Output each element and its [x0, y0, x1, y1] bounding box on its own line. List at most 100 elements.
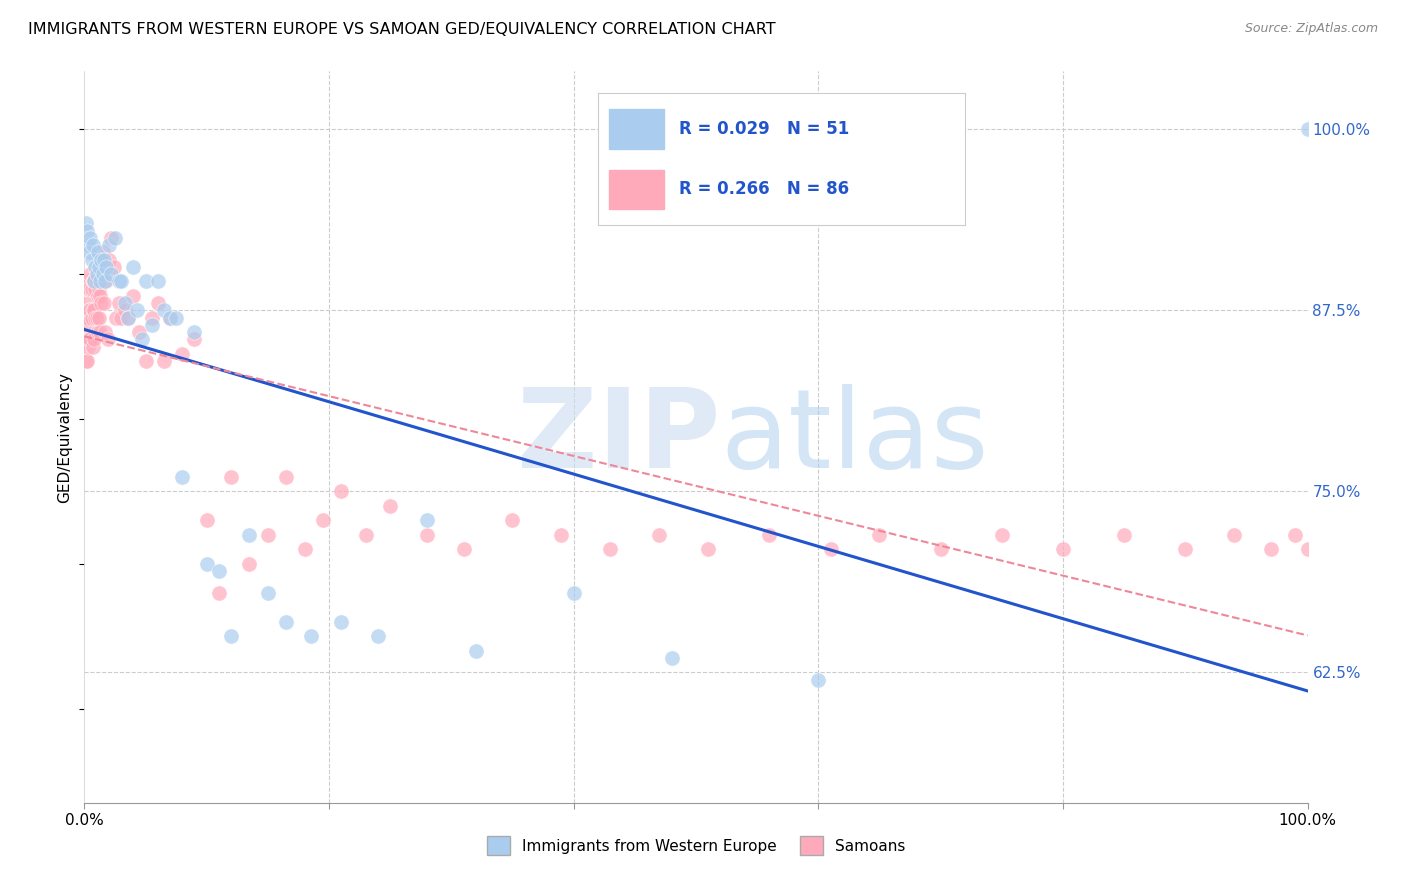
- Point: [122, 260, 145, 274]
- Point: [75, 310, 97, 325]
- Point: [195, 513, 218, 527]
- Point: [94, 325, 117, 339]
- Point: [125, 303, 148, 318]
- Point: [82, 303, 104, 318]
- Point: [183, 332, 205, 346]
- Point: [1296, 122, 1319, 136]
- Point: [807, 673, 830, 687]
- Point: [107, 296, 129, 310]
- Point: [103, 260, 125, 274]
- Point: [79, 332, 101, 346]
- Point: [991, 528, 1014, 542]
- Point: [416, 513, 439, 527]
- Text: IMMIGRANTS FROM WESTERN EUROPE VS SAMOAN GED/EQUIVALENCY CORRELATION CHART: IMMIGRANTS FROM WESTERN EUROPE VS SAMOAN…: [28, 22, 776, 37]
- Point: [330, 484, 353, 499]
- Point: [77, 274, 100, 288]
- Point: [208, 564, 231, 578]
- Point: [238, 557, 260, 571]
- Point: [90, 296, 112, 310]
- Point: [1114, 528, 1136, 542]
- Point: [146, 296, 169, 310]
- Point: [1052, 542, 1074, 557]
- Point: [79, 231, 101, 245]
- Point: [165, 310, 187, 325]
- Point: [76, 318, 98, 332]
- Point: [90, 252, 112, 267]
- Point: [122, 289, 145, 303]
- Point: [110, 274, 132, 288]
- Point: [219, 470, 242, 484]
- Point: [100, 231, 122, 245]
- Point: [257, 528, 280, 542]
- Point: [89, 274, 111, 288]
- Point: [648, 528, 671, 542]
- Point: [77, 238, 100, 252]
- Point: [502, 513, 524, 527]
- Point: [820, 542, 842, 557]
- Point: [89, 325, 111, 339]
- Point: [97, 238, 120, 252]
- Point: [146, 274, 169, 288]
- Point: [86, 310, 108, 325]
- Point: [128, 325, 150, 339]
- Point: [159, 310, 181, 325]
- Point: [299, 629, 322, 643]
- Point: [1174, 542, 1197, 557]
- Point: [77, 282, 100, 296]
- Point: [330, 615, 353, 629]
- Point: [153, 354, 176, 368]
- Point: [172, 470, 194, 484]
- Point: [79, 303, 101, 318]
- Point: [96, 260, 118, 274]
- Point: [110, 310, 132, 325]
- Point: [87, 282, 110, 296]
- Point: [929, 542, 952, 557]
- Point: [87, 310, 110, 325]
- Point: [75, 332, 97, 346]
- Point: [86, 274, 108, 288]
- Point: [84, 260, 107, 274]
- Point: [416, 528, 439, 542]
- Point: [135, 354, 157, 368]
- Point: [550, 528, 572, 542]
- Point: [82, 340, 104, 354]
- Point: [354, 528, 377, 542]
- Point: [380, 499, 402, 513]
- Point: [238, 528, 260, 542]
- Point: [107, 274, 129, 288]
- Point: [76, 354, 98, 368]
- Text: ZIP: ZIP: [517, 384, 720, 491]
- Point: [87, 245, 110, 260]
- Point: [464, 644, 486, 658]
- Point: [77, 245, 100, 260]
- Point: [80, 252, 103, 267]
- Point: [114, 296, 136, 310]
- Point: [141, 318, 163, 332]
- Point: [75, 354, 97, 368]
- Point: [208, 586, 231, 600]
- Legend: Immigrants from Western Europe, Samoans: Immigrants from Western Europe, Samoans: [481, 830, 911, 861]
- Point: [83, 303, 105, 318]
- Point: [83, 274, 105, 288]
- Point: [87, 260, 110, 274]
- Point: [77, 340, 100, 354]
- Point: [87, 289, 110, 303]
- Point: [91, 267, 114, 281]
- Point: [93, 296, 115, 310]
- Point: [453, 542, 475, 557]
- Point: [141, 310, 163, 325]
- Point: [661, 651, 683, 665]
- Point: [367, 629, 389, 643]
- Point: [94, 274, 117, 288]
- Point: [83, 332, 105, 346]
- Point: [1260, 542, 1282, 557]
- Point: [83, 274, 105, 288]
- Point: [84, 310, 107, 325]
- Point: [131, 332, 153, 346]
- Point: [562, 586, 585, 600]
- Text: Source: ZipAtlas.com: Source: ZipAtlas.com: [1244, 22, 1378, 36]
- Point: [75, 216, 97, 230]
- Point: [93, 252, 115, 267]
- Point: [1223, 528, 1246, 542]
- Point: [82, 274, 104, 288]
